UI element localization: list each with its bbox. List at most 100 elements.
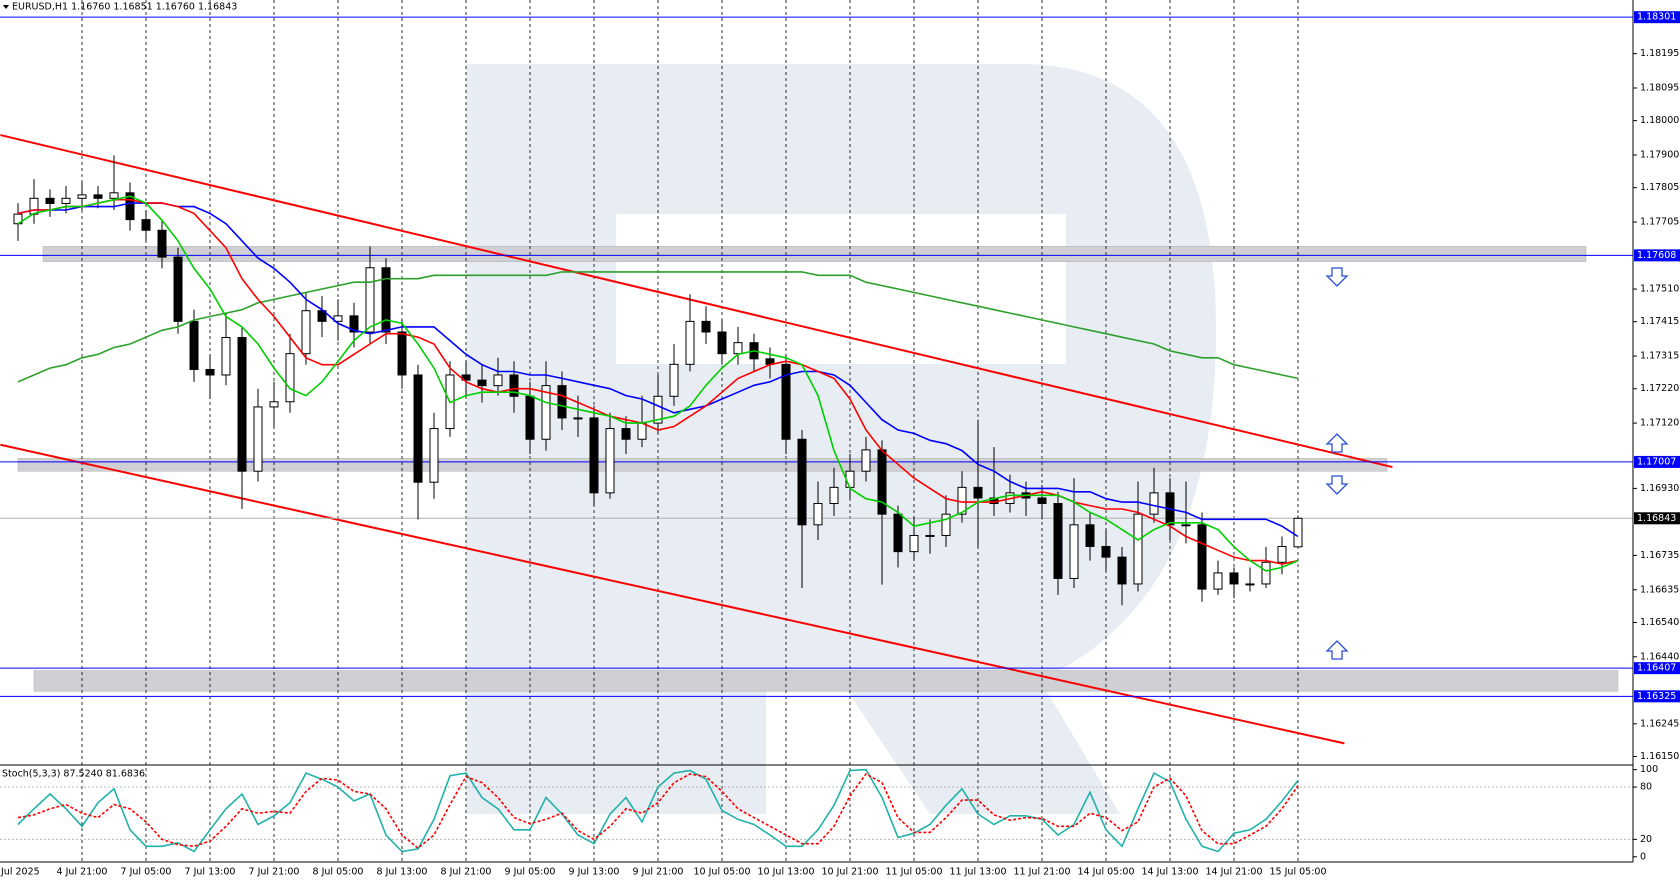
arrow-down	[1325, 475, 1349, 495]
candle-body	[61, 197, 71, 204]
candle-body	[237, 337, 247, 472]
candle-body	[45, 197, 55, 204]
candle-body	[349, 315, 359, 333]
x-tick-label: 11 Jul 05:00	[886, 867, 943, 878]
candle-body	[1245, 583, 1255, 586]
y-tick-label: 1.16540	[1640, 617, 1679, 628]
candle-body	[1149, 492, 1159, 515]
zone	[17, 458, 1388, 472]
candle-body	[653, 395, 663, 424]
y-tick-label: 20	[1640, 834, 1652, 845]
x-tick-label: 9 Jul 21:00	[633, 867, 684, 878]
y-tick-label: 1.17220	[1640, 383, 1679, 394]
arrow-down	[1325, 267, 1349, 287]
candle-body	[189, 320, 199, 370]
x-tick-label: 7 Jul 13:00	[185, 867, 236, 878]
candle-body	[1069, 524, 1079, 579]
candle-body	[973, 486, 983, 499]
candle-body	[13, 213, 23, 225]
x-tick-label: 8 Jul 21:00	[441, 867, 492, 878]
candle-body	[685, 320, 695, 365]
candle-body	[125, 192, 135, 221]
candle-body	[717, 331, 727, 355]
y-tick-label: 1.16150	[1640, 751, 1679, 762]
candle-body	[173, 256, 183, 322]
level-tag	[1634, 249, 1680, 262]
candle-body	[1213, 572, 1223, 590]
y-tick-label: 1.17315	[1640, 351, 1679, 362]
x-tick-label: 11 Jul 13:00	[950, 867, 1007, 878]
candle-body	[541, 385, 551, 440]
stoch-line	[17, 768, 1299, 853]
x-tick-label: 10 Jul 21:00	[822, 867, 879, 878]
candle-body	[493, 374, 503, 387]
candle-body	[397, 331, 407, 376]
level-tag	[1634, 662, 1680, 675]
candle-body	[301, 310, 311, 355]
candle-body	[925, 534, 935, 537]
y-tick-label: 1.16635	[1640, 584, 1679, 595]
annotations: EURUSD,H1 1.16760 1.16851 1.16760 1.1684…	[0, 0, 1634, 863]
candle-body	[381, 267, 391, 333]
x-tick-label: 10 Jul 13:00	[758, 867, 815, 878]
candle-body	[1117, 556, 1127, 585]
candle-body	[1277, 545, 1287, 563]
candle-body	[525, 395, 535, 440]
level-label: 1.17608	[1637, 250, 1676, 261]
y-tick-label: 1.16930	[1640, 483, 1679, 494]
level-tag	[1634, 455, 1680, 468]
candle-body	[637, 422, 647, 440]
candle-body	[221, 337, 231, 376]
candle-body	[509, 374, 519, 397]
candle-body	[413, 374, 423, 483]
x-tick-label: 14 Jul 05:00	[1078, 867, 1135, 878]
y-tick-label: 1.16440	[1640, 651, 1679, 662]
candle-body	[77, 194, 87, 199]
x-tick-label: 7 Jul 21:00	[249, 867, 300, 878]
candle-body	[589, 417, 599, 494]
level-label: 1.16325	[1637, 691, 1676, 702]
x-tick-label: 11 Jul 21:00	[1014, 867, 1071, 878]
candle-body	[1197, 524, 1207, 590]
y-tick-label: 1.18195	[1640, 48, 1679, 59]
x-tick-label: 8 Jul 13:00	[377, 867, 428, 878]
arrow-up	[1325, 433, 1349, 453]
candle-body	[845, 470, 855, 488]
candle-body	[733, 342, 743, 355]
level-tag	[1634, 690, 1680, 703]
x-tick-label: 7 Jul 05:00	[121, 867, 172, 878]
y-tick-label: 1.17805	[1640, 182, 1679, 193]
x-tick-label: 10 Jul 05:00	[694, 867, 751, 878]
y-tick-label: 1.17705	[1640, 217, 1679, 228]
candle-body	[1085, 524, 1095, 547]
last-price-label: 1.16843	[1637, 513, 1676, 524]
y-tick-label: 0	[1640, 851, 1646, 862]
candle-body	[157, 229, 167, 258]
y-tick-label: 1.17120	[1640, 418, 1679, 429]
stoch-line	[17, 772, 1299, 850]
candle-body	[1133, 513, 1143, 585]
candle-body	[1181, 524, 1191, 527]
watermark	[466, 64, 1216, 814]
candle-body	[285, 353, 295, 403]
candle-body	[829, 486, 839, 505]
x-tick-label: 15 Jul 05:00	[1270, 867, 1327, 878]
candle-body	[333, 315, 343, 322]
x-tick-label: 14 Jul 21:00	[1206, 867, 1263, 878]
candle-body	[1229, 572, 1239, 585]
candle-body	[701, 320, 711, 333]
candle-body	[621, 428, 631, 440]
x-tick-label: 4 Jul 21:00	[57, 867, 108, 878]
trend-line	[0, 443, 1345, 745]
candle-body	[1293, 517, 1303, 548]
candle-body	[557, 385, 567, 419]
y-tick-label: 1.18095	[1640, 82, 1679, 93]
candle-body	[909, 534, 919, 553]
moving-average	[17, 202, 1299, 538]
zone	[42, 246, 1587, 262]
level-label: 1.16407	[1637, 663, 1676, 674]
level-label: 1.17007	[1637, 456, 1676, 467]
candle-body	[429, 428, 439, 483]
